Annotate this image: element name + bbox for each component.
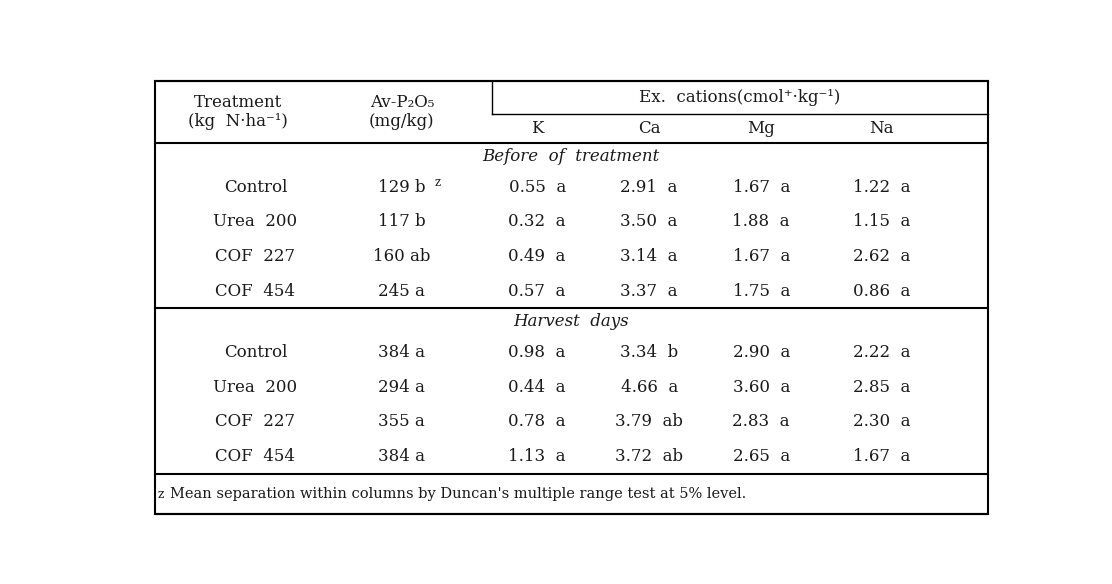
- Text: 1.88  a: 1.88 a: [733, 213, 790, 230]
- Text: COF  454: COF 454: [216, 448, 296, 465]
- Text: 1.13  a: 1.13 a: [508, 448, 566, 465]
- Text: 0.55  a: 0.55 a: [508, 179, 566, 196]
- Text: COF  454: COF 454: [216, 283, 296, 300]
- Text: 3.37  a: 3.37 a: [620, 283, 678, 300]
- Text: 0.49  a: 0.49 a: [508, 248, 566, 265]
- Text: Na: Na: [870, 120, 894, 137]
- Text: Control: Control: [224, 179, 287, 196]
- Text: 0.44  a: 0.44 a: [508, 379, 566, 396]
- Text: 2.22  a: 2.22 a: [853, 344, 911, 361]
- Text: 2.90  a: 2.90 a: [733, 344, 790, 361]
- Text: Ex.  cations(cmol⁺·kg⁻¹): Ex. cations(cmol⁺·kg⁻¹): [639, 89, 841, 106]
- Text: 384 a: 384 a: [378, 448, 426, 465]
- Text: 3.60  a: 3.60 a: [733, 379, 790, 396]
- Text: 3.50  a: 3.50 a: [620, 213, 678, 230]
- Text: 0.98  a: 0.98 a: [508, 344, 566, 361]
- Text: z: z: [158, 488, 165, 500]
- Text: 1.15  a: 1.15 a: [853, 213, 911, 230]
- Text: COF  227: COF 227: [216, 248, 296, 265]
- Text: 2.62  a: 2.62 a: [853, 248, 911, 265]
- Text: Urea  200: Urea 200: [214, 379, 297, 396]
- Text: 160 ab: 160 ab: [374, 248, 430, 265]
- Text: 3.14  a: 3.14 a: [620, 248, 678, 265]
- Text: 1.67  a: 1.67 a: [733, 248, 790, 265]
- Text: 245 a: 245 a: [378, 283, 425, 300]
- Text: 2.30  a: 2.30 a: [853, 413, 911, 430]
- Text: 0.32  a: 0.32 a: [508, 213, 566, 230]
- Text: 1.67  a: 1.67 a: [853, 448, 911, 465]
- Text: 2.83  a: 2.83 a: [733, 413, 790, 430]
- Text: Treatment
(kg  N·ha⁻¹): Treatment (kg N·ha⁻¹): [188, 94, 288, 130]
- Text: 1.75  a: 1.75 a: [733, 283, 790, 300]
- Text: Ca: Ca: [638, 120, 661, 137]
- Text: 355 a: 355 a: [378, 413, 425, 430]
- Text: Harvest  days: Harvest days: [514, 314, 629, 331]
- Text: 3.72  ab: 3.72 ab: [615, 448, 683, 465]
- Text: K: K: [530, 120, 544, 137]
- Text: COF  227: COF 227: [216, 413, 296, 430]
- Text: Before  of  treatment: Before of treatment: [483, 148, 659, 165]
- Text: 2.91  a: 2.91 a: [620, 179, 678, 196]
- Text: 384 a: 384 a: [378, 344, 426, 361]
- Text: 4.66  a: 4.66 a: [620, 379, 678, 396]
- Text: Mg: Mg: [747, 120, 775, 137]
- Text: Control: Control: [224, 344, 287, 361]
- Text: 2.85  a: 2.85 a: [853, 379, 911, 396]
- Text: 294 a: 294 a: [378, 379, 425, 396]
- Text: Urea  200: Urea 200: [214, 213, 297, 230]
- Text: 2.65  a: 2.65 a: [733, 448, 790, 465]
- Text: 117 b: 117 b: [378, 213, 426, 230]
- Text: 129 b: 129 b: [378, 179, 426, 196]
- Text: Mean separation within columns by Duncan's multiple range test at 5% level.: Mean separation within columns by Duncan…: [170, 487, 746, 501]
- Text: 1.22  a: 1.22 a: [853, 179, 911, 196]
- Text: Av-P₂O₅
(mg/kg): Av-P₂O₅ (mg/kg): [369, 94, 435, 130]
- Text: 3.79  ab: 3.79 ab: [615, 413, 683, 430]
- Text: 3.34  b: 3.34 b: [620, 344, 678, 361]
- Text: 0.78  a: 0.78 a: [508, 413, 566, 430]
- Text: 0.86  a: 0.86 a: [853, 283, 911, 300]
- Text: 0.57  a: 0.57 a: [508, 283, 566, 300]
- Text: 1.67  a: 1.67 a: [733, 179, 790, 196]
- Text: z: z: [435, 176, 440, 189]
